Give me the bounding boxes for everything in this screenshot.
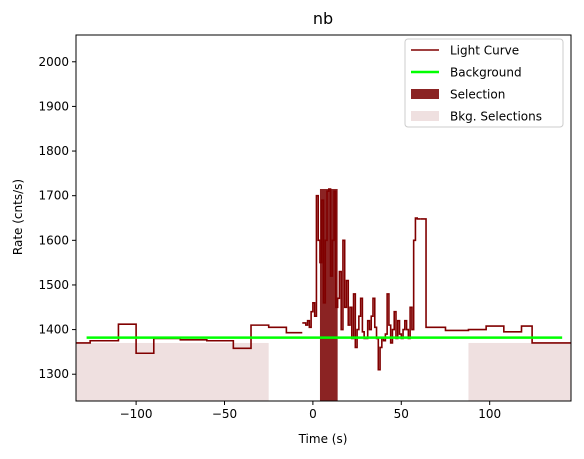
legend-swatch xyxy=(411,89,439,99)
legend-box xyxy=(404,38,564,128)
x-axis-label: Time (s) xyxy=(298,432,348,446)
legend-swatch xyxy=(411,111,439,121)
legend-label: Light Curve xyxy=(450,44,519,58)
y-tick-label: 2000 xyxy=(38,55,69,69)
x-tick-label: −50 xyxy=(212,407,237,421)
legend-label: Bkg. Selections xyxy=(450,110,542,124)
legend: Light Curve Background Selection Bkg. Selec… xyxy=(404,38,564,128)
legend-label: Selection xyxy=(450,88,505,102)
selection-region xyxy=(319,188,338,401)
y-tick-label: 1500 xyxy=(38,278,69,292)
chart-title: nb xyxy=(313,9,333,28)
light-curve-segment-3 xyxy=(420,218,571,344)
plot-area xyxy=(76,188,571,401)
y-tick-label: 1900 xyxy=(38,99,69,113)
x-tick-label: 100 xyxy=(478,407,501,421)
y-tick-label: 1700 xyxy=(38,189,69,203)
y-tick-label: 1400 xyxy=(38,323,69,337)
plot-content xyxy=(76,188,571,401)
axes-frame xyxy=(75,34,572,402)
x-tick-label: −100 xyxy=(120,407,153,421)
x-tick-label: 0 xyxy=(309,407,317,421)
x-tick-label: 50 xyxy=(394,407,409,421)
y-tick-label: 1600 xyxy=(38,233,69,247)
y-axis-label: Rate (cnts/s) xyxy=(11,179,25,255)
bkg-selection-region-2 xyxy=(468,342,571,401)
light-curve-segment-2 xyxy=(302,188,421,371)
legend-label: Background xyxy=(450,66,522,80)
light-curve-segment-1 xyxy=(76,323,303,355)
axes: −100 −50 0 50 100 1300 1400 1500 1600 1700 1800 190… xyxy=(38,34,572,421)
y-tick-label: 1800 xyxy=(38,144,69,158)
bkg-selection-region-1 xyxy=(76,342,269,401)
y-tick-label: 1300 xyxy=(38,367,69,381)
